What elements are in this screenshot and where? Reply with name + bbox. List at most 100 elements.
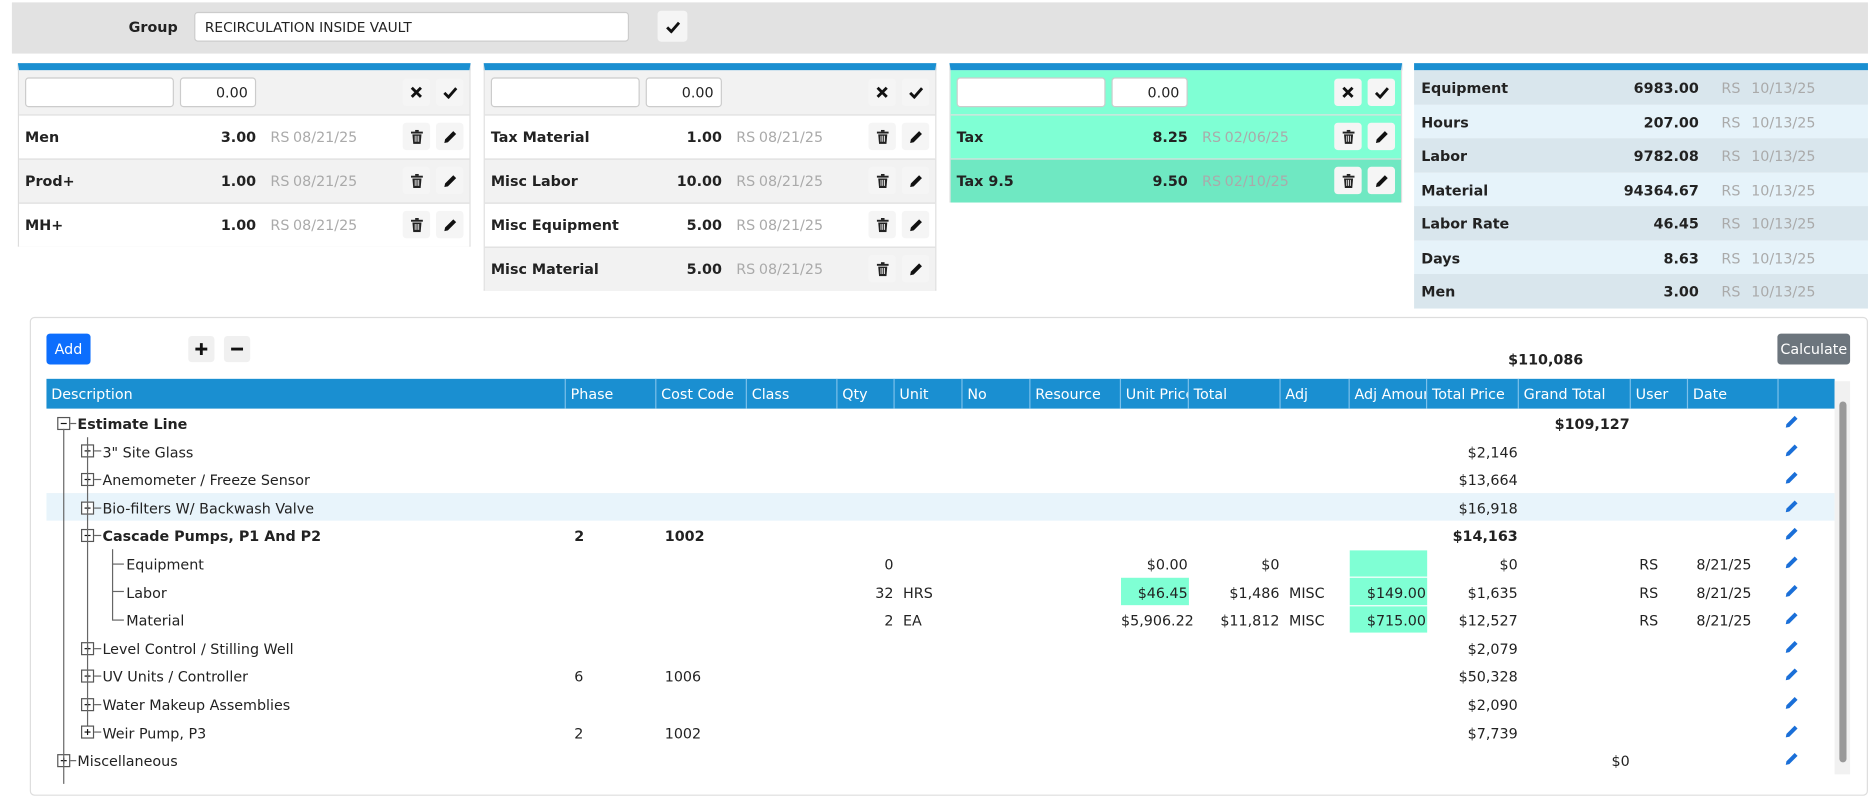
- row-edit[interactable]: [1785, 415, 1802, 432]
- column-header[interactable]: Class: [747, 378, 838, 409]
- edit-button[interactable]: [901, 210, 930, 239]
- summary-row: Material 94364.67 RS 10/13/25: [1414, 172, 1868, 207]
- column-header[interactable]: Cost Code: [656, 378, 747, 409]
- cell-user: RS: [1639, 556, 1659, 574]
- icon: [1785, 443, 1798, 456]
- panel-row: Tax 8.25 RS 02/06/25: [950, 114, 1401, 159]
- item-user: RS: [270, 172, 290, 190]
- edit-button[interactable]: [901, 166, 930, 195]
- grid-row: [46, 437, 1834, 465]
- column-header[interactable]: No: [963, 378, 1031, 409]
- group-input[interactable]: RECIRCULATION INSIDE VAULT: [194, 11, 630, 42]
- column-header[interactable]: Total: [1189, 378, 1281, 409]
- row-edit[interactable]: [1785, 583, 1802, 600]
- icon: [410, 217, 423, 232]
- group-confirm[interactable]: [657, 10, 688, 42]
- scroll-thumb[interactable]: [1839, 401, 1847, 763]
- summary-row: Equipment 6983.00 RS 10/13/25: [1414, 70, 1868, 105]
- row-edit[interactable]: [1785, 639, 1802, 656]
- cancel-button[interactable]: [402, 78, 431, 107]
- tree-expander[interactable]: [81, 725, 95, 740]
- item-value: 8.25: [1152, 128, 1188, 146]
- edit-button[interactable]: [436, 166, 464, 195]
- item-name: MH+: [25, 216, 64, 234]
- row-edit[interactable]: [1785, 724, 1802, 741]
- row-edit[interactable]: [1785, 668, 1802, 685]
- row-edit[interactable]: [1785, 555, 1802, 572]
- value-input[interactable]: 0.00: [179, 77, 257, 108]
- name-input[interactable]: [25, 77, 174, 108]
- cell-phase: 2: [574, 528, 585, 545]
- cell-adj-amount: $715.00: [1366, 612, 1426, 630]
- row-edit[interactable]: [1785, 696, 1802, 713]
- value-input[interactable]: 0.00: [645, 77, 722, 108]
- summary-name: Labor Rate: [1421, 215, 1510, 233]
- column-header[interactable]: Phase: [566, 378, 657, 409]
- confirm-button[interactable]: [436, 78, 464, 107]
- cancel-button[interactable]: [1334, 78, 1362, 107]
- column-header[interactable]: Unit Price: [1121, 378, 1189, 409]
- column-header[interactable]: Date: [1688, 378, 1779, 409]
- row-edit[interactable]: [1785, 611, 1802, 628]
- cell-phase: 6: [574, 668, 584, 686]
- panel-row: Misc Labor 10.00 RS 08/21/25: [484, 158, 936, 203]
- column-header[interactable]: Total Price: [1427, 378, 1519, 409]
- delete-button[interactable]: [1334, 166, 1362, 195]
- name-input[interactable]: [490, 77, 640, 108]
- summary-date: 10/13/25: [1751, 181, 1816, 199]
- summary-date: 10/13/25: [1751, 113, 1816, 131]
- edit-button[interactable]: [1367, 122, 1396, 151]
- edit-button[interactable]: [1367, 166, 1396, 195]
- delete-button[interactable]: [402, 122, 431, 151]
- confirm-button[interactable]: [1367, 78, 1396, 107]
- edit-button[interactable]: [436, 210, 464, 239]
- value-input[interactable]: 0.00: [1111, 77, 1188, 108]
- delete-button[interactable]: [402, 210, 431, 239]
- column-header[interactable]: Qty: [837, 378, 895, 409]
- column-header[interactable]: Adj: [1281, 378, 1350, 409]
- delete-button[interactable]: [868, 254, 896, 283]
- row-edit[interactable]: [1785, 527, 1802, 544]
- item-user: RS: [1202, 128, 1222, 146]
- cell-description: Water Makeup Assemblies: [102, 696, 291, 714]
- row-edit[interactable]: [1785, 499, 1802, 516]
- delete-button[interactable]: [402, 166, 431, 195]
- icon: [1375, 130, 1388, 143]
- column-header[interactable]: Description: [46, 378, 566, 409]
- delete-button[interactable]: [1334, 122, 1362, 151]
- row-edit[interactable]: [1785, 752, 1802, 769]
- collapse-all[interactable]: [223, 335, 251, 363]
- item-value: 10.00: [676, 172, 722, 190]
- cell-qty: 32: [875, 584, 894, 602]
- column-header[interactable]: Grand Total: [1519, 378, 1631, 409]
- expand-all[interactable]: [188, 335, 215, 363]
- row-edit[interactable]: [1785, 443, 1802, 460]
- summary-panel: Equipment 6983.00 RS 10/13/25 Hours 207.00 RS 1…: [1414, 63, 1868, 308]
- cell-total-price: $50,328: [1458, 668, 1518, 686]
- cell-qty: 0: [884, 556, 894, 574]
- delete-button[interactable]: [868, 122, 896, 151]
- column-header[interactable]: Resource: [1030, 378, 1122, 409]
- icon: [410, 129, 423, 144]
- delete-button[interactable]: [868, 210, 896, 239]
- confirm-button[interactable]: [901, 78, 930, 107]
- add-button[interactable]: Add: [46, 333, 91, 365]
- item-value: 9.50: [1152, 172, 1188, 190]
- delete-button[interactable]: [868, 166, 896, 195]
- cell-unit: EA: [903, 612, 922, 630]
- row-edit[interactable]: [1785, 471, 1802, 488]
- cancel-button[interactable]: [868, 78, 896, 107]
- column-header[interactable]: Adj Amount: [1350, 378, 1428, 409]
- edit-button[interactable]: [436, 122, 464, 151]
- column-header[interactable]: Unit: [895, 378, 963, 409]
- calculate-button[interactable]: Calculate: [1777, 333, 1851, 365]
- edit-button[interactable]: [901, 122, 930, 151]
- cell-date: 8/21/25: [1696, 556, 1752, 574]
- column-header[interactable]: User: [1631, 378, 1689, 409]
- edit-button[interactable]: [901, 254, 930, 283]
- summary-user: RS: [1721, 283, 1741, 301]
- highlight-cell: [1121, 577, 1189, 605]
- cell-description: UV Units / Controller: [102, 668, 249, 686]
- name-input[interactable]: [956, 77, 1106, 108]
